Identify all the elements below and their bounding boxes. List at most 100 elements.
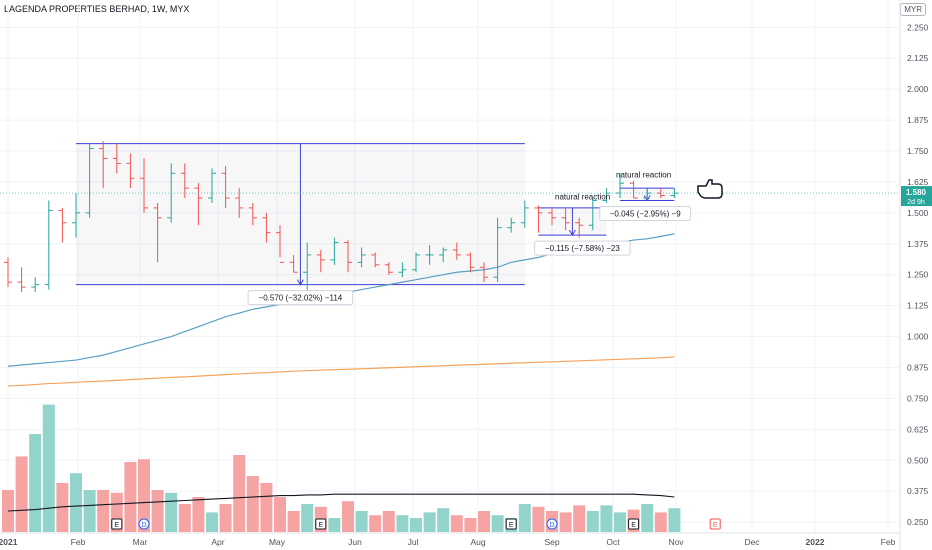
- event-marker-label: E: [631, 522, 636, 529]
- y-tick-label: 0.875: [907, 362, 929, 372]
- volume-ma-line: [7, 493, 675, 512]
- volume-bar: [532, 506, 545, 532]
- measure-label-1: −0.570 (−32.02%) −114: [259, 294, 343, 303]
- annotations-layer: E D E E D E E 1.580 2d 9h −0.570 (−32.02%) −114 −0…: [0, 171, 932, 530]
- x-tick-label: May: [269, 537, 286, 547]
- earnings-marker: [628, 518, 640, 530]
- volume-bar: [178, 504, 191, 532]
- volume-bar: [29, 434, 42, 532]
- x-tick-label: Feb: [71, 537, 86, 547]
- volume-bar: [464, 518, 477, 532]
- volume-bar: [396, 515, 409, 532]
- volume-bar: [206, 512, 218, 532]
- volume-bar: [382, 511, 395, 532]
- grid-layer: [0, 0, 900, 532]
- x-tick-label: Oct: [606, 537, 620, 547]
- measure-label-3: −0.045 (−2.95%) −9: [610, 209, 681, 218]
- price-tag-box: [901, 186, 932, 207]
- volume-bar: [478, 511, 490, 532]
- volume-bar: [491, 515, 504, 532]
- y-tick-label: 1.375: [907, 239, 929, 249]
- event-marker-label: E: [114, 522, 119, 529]
- ohlc-bars: [4, 141, 679, 300]
- y-tick-label: 0.375: [907, 486, 929, 496]
- volume-bar: [56, 483, 69, 532]
- volume-bar: [70, 473, 82, 532]
- volume-bar: [151, 490, 164, 532]
- x-tick-label: Jun: [348, 537, 362, 547]
- annotation-natural-reaction-1: natural reaction: [555, 192, 610, 201]
- measure-box-3-arrowhead: [643, 195, 651, 202]
- volume-bar: [586, 511, 599, 532]
- volume-layer: [2, 404, 681, 532]
- y-tick-label: 0.750: [907, 393, 929, 403]
- volume-bar: [654, 512, 667, 532]
- volume-bar: [301, 504, 314, 532]
- volume-bar: [668, 508, 681, 532]
- x-tick-label: Apr: [211, 537, 224, 547]
- volume-bar: [83, 490, 96, 532]
- volume-bar: [15, 456, 28, 532]
- volume-bar: [274, 497, 286, 532]
- volume-bar: [287, 511, 300, 532]
- y-tick-label: 2.125: [907, 53, 929, 63]
- volume-bar: [165, 492, 178, 532]
- volume-bar: [342, 501, 354, 532]
- x-tick-label: Mar: [133, 537, 148, 547]
- y-tick-label: 0.625: [907, 424, 929, 434]
- x-tick-label: 2022: [806, 537, 825, 547]
- volume-bar: [260, 483, 273, 532]
- x-tick-label: Feb: [881, 537, 896, 547]
- measure-box-1-arrowhead: [296, 279, 304, 286]
- y-tick-label: 0.500: [907, 455, 929, 465]
- dividend-marker: [138, 518, 150, 530]
- x-tick-label: Jul: [408, 537, 419, 547]
- y-tick-label: 1.125: [907, 301, 929, 311]
- x-tick-label: Nov: [668, 537, 684, 547]
- measure-boxes: [76, 143, 675, 286]
- event-marker-label: E: [509, 522, 514, 529]
- volume-bar: [518, 504, 531, 532]
- event-marker-label: D: [549, 522, 554, 529]
- pointing-hand-icon: [697, 179, 723, 199]
- y-tick-label: 1.000: [907, 332, 929, 342]
- volume-bar: [328, 518, 341, 532]
- volume-bar: [450, 515, 463, 532]
- volume-bar: [246, 476, 259, 532]
- volume-bar: [559, 512, 572, 532]
- volume-bar: [641, 504, 654, 532]
- dividend-marker: [546, 518, 558, 530]
- y-tick-label: 1.500: [907, 208, 929, 218]
- volume-bar: [410, 518, 422, 532]
- earnings-marker: [709, 518, 721, 530]
- measure-box-2-arrowhead: [568, 229, 576, 237]
- currency-badge[interactable]: MYR: [900, 3, 926, 16]
- volume-bar: [423, 512, 436, 532]
- x-tick-label: 2021: [0, 537, 18, 547]
- event-marker-label: D: [141, 522, 146, 529]
- volume-bar: [219, 504, 232, 532]
- volume-bar: [355, 511, 368, 532]
- event-marker-label: E: [318, 522, 323, 529]
- annotation-natural-reaction-2: natural reaction: [616, 171, 671, 180]
- volume-bar: [614, 512, 626, 532]
- chart-title: LAGENDA PROPERTIES BERHAD, 1W, MYX: [4, 4, 190, 14]
- measure-label-1-box: [247, 290, 354, 306]
- price-tag-value: 1.580: [906, 188, 927, 197]
- y-tick-label: 2.000: [907, 84, 929, 94]
- measure-label-3-box: [599, 205, 692, 221]
- measure-label-2: −0.115 (−7.58%) −23: [545, 244, 620, 253]
- volume-bar: [600, 505, 613, 532]
- earnings-marker: [111, 518, 123, 530]
- volume-bar: [437, 508, 450, 532]
- y-tick-label: 2.250: [907, 22, 929, 32]
- earnings-marker: [505, 518, 517, 530]
- volume-bar: [192, 497, 205, 532]
- y-tick-label: 0.250: [907, 517, 929, 527]
- x-tick-label: Sep: [544, 537, 559, 547]
- earnings-marker: [315, 518, 327, 530]
- sma-long-line: [7, 356, 675, 387]
- volume-bar: [233, 455, 246, 532]
